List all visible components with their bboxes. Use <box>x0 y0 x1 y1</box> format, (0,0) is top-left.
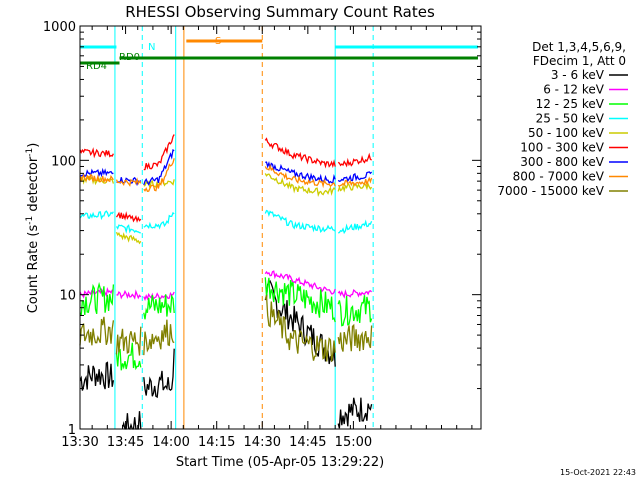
flag-label: RD0 <box>119 52 140 63</box>
x-tick-label: 13:45 <box>107 435 144 450</box>
legend-header-line: Det 1,3,4,5,6,9, <box>532 40 626 54</box>
series-trace <box>115 342 142 371</box>
series-trace <box>264 209 336 233</box>
series-trace <box>116 289 142 300</box>
series-trace <box>264 270 336 295</box>
series-0 <box>79 279 373 430</box>
series-trace <box>79 281 115 316</box>
series-trace <box>264 137 336 169</box>
series-trace <box>337 171 373 183</box>
y-tick-label: 100 <box>51 154 76 169</box>
series-trace <box>264 173 336 197</box>
series-5 <box>79 134 372 223</box>
flag-label: S <box>215 36 221 47</box>
legend-label: 25 - 50 keV <box>536 112 605 126</box>
plot-frame <box>79 25 482 430</box>
series-7 <box>79 158 373 193</box>
series-trace <box>143 134 175 171</box>
footer-date: 15-Oct-2021 22:43 <box>560 468 636 477</box>
legend-label: 50 - 100 keV <box>528 126 605 140</box>
x-tick-label: 13:30 <box>61 435 98 450</box>
legend-label: 300 - 800 keV <box>520 155 604 169</box>
series-2 <box>79 277 373 371</box>
x-tick-label: 14:30 <box>244 435 281 450</box>
x-tick-label: 14:15 <box>198 435 235 450</box>
series-trace <box>143 348 175 399</box>
series-trace <box>79 173 114 184</box>
series-trace <box>79 210 114 221</box>
axes: 1 10 100 1000 13:30 13:45 14:00 14:15 14:30 14:45… <box>43 20 481 450</box>
series-trace <box>115 326 142 356</box>
series-trace <box>79 287 114 299</box>
series-trace <box>337 323 373 352</box>
series-trace <box>337 288 373 299</box>
legend-label: 6 - 12 keV <box>543 83 605 97</box>
legend-label: 800 - 7000 keV <box>513 170 605 184</box>
series-trace <box>337 397 373 429</box>
series-trace <box>143 291 175 302</box>
series-trace <box>143 319 175 356</box>
y-tick-label: 1 <box>68 423 76 438</box>
series-trace <box>115 177 142 187</box>
series-trace <box>143 211 175 230</box>
series-trace <box>337 176 373 187</box>
legend-label: 7000 - 15000 keV <box>497 184 604 198</box>
flag-label: RD4 <box>86 61 107 72</box>
x-tick-label: 14:45 <box>289 435 326 450</box>
y-tick-label: 10 <box>59 289 76 304</box>
legend-header-line: FDecim 1, Att 0 <box>533 54 626 68</box>
series-trace <box>115 211 142 223</box>
series-trace <box>79 147 114 159</box>
series-trace <box>264 279 336 367</box>
x-axis-label: Start Time (05-Apr-05 13:29:22) <box>176 455 384 470</box>
series-8 <box>79 295 373 362</box>
legend-label: 12 - 25 keV <box>536 97 605 111</box>
series-1 <box>79 270 373 302</box>
series-trace <box>143 293 175 320</box>
series-trace <box>264 163 336 189</box>
series-3 <box>79 209 373 235</box>
chart-title: RHESSI Observing Summary Count Rates <box>125 3 435 21</box>
y-axis-label: Count Rate (s-1 detector-1) <box>25 143 41 314</box>
flag-label: N <box>148 42 155 53</box>
series-trace <box>264 277 336 323</box>
series-trace <box>143 158 175 193</box>
legend-label: 100 - 300 keV <box>520 141 604 155</box>
series-trace <box>264 295 336 362</box>
series-trace <box>79 361 115 391</box>
plot-area: N S RD0 RD4 <box>79 26 478 430</box>
series-trace <box>79 316 115 346</box>
series-trace <box>337 295 373 327</box>
series-trace <box>115 231 142 245</box>
y-tick-label: 1000 <box>43 20 76 35</box>
series-trace <box>115 224 141 234</box>
x-tick-label: 14:00 <box>152 435 189 450</box>
legend: Det 1,3,4,5,6,9,FDecim 1, Att 03 - 6 keV… <box>497 40 628 198</box>
x-tick-label: 15:00 <box>335 435 372 450</box>
series-trace <box>79 167 114 178</box>
series-trace <box>143 148 175 186</box>
series-trace <box>337 152 372 168</box>
series-trace <box>337 219 373 235</box>
legend-label: 3 - 6 keV <box>551 68 605 82</box>
